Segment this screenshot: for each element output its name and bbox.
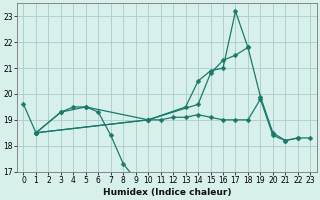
X-axis label: Humidex (Indice chaleur): Humidex (Indice chaleur) [103,188,231,197]
